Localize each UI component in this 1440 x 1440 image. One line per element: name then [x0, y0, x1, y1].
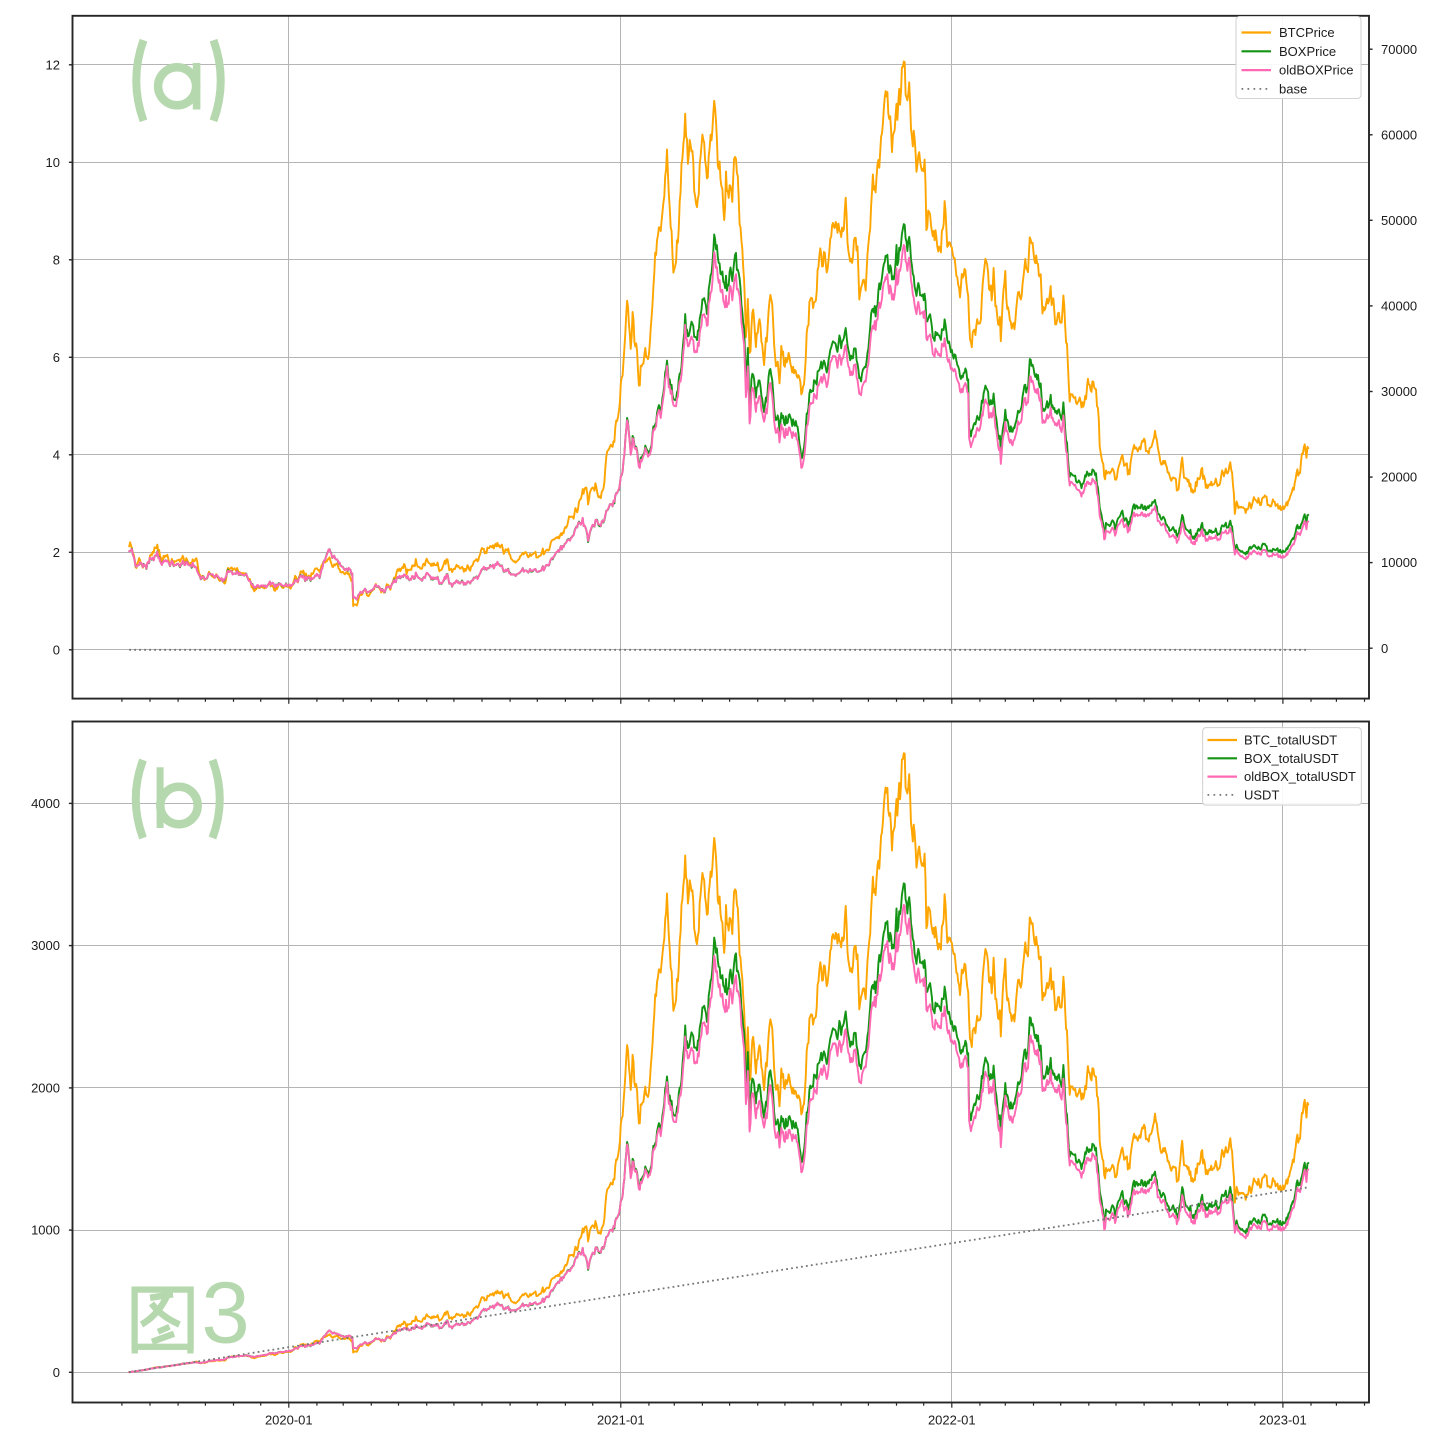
- svg-text:0: 0: [1381, 641, 1388, 656]
- svg-text:2000: 2000: [31, 1081, 60, 1096]
- svg-text:BTCPrice: BTCPrice: [1279, 25, 1335, 40]
- svg-text:4: 4: [53, 447, 60, 462]
- svg-text:50000: 50000: [1381, 213, 1417, 228]
- svg-text:oldBOXPrice: oldBOXPrice: [1279, 63, 1353, 78]
- svg-text:BTC_totalUSDT: BTC_totalUSDT: [1244, 733, 1337, 748]
- svg-text:60000: 60000: [1381, 127, 1417, 142]
- svg-text:USDT: USDT: [1244, 788, 1279, 803]
- svg-text:2021-01: 2021-01: [597, 1413, 645, 1428]
- svg-text:oldBOX_totalUSDT: oldBOX_totalUSDT: [1244, 769, 1356, 784]
- svg-text:30000: 30000: [1381, 384, 1417, 399]
- svg-text:0: 0: [53, 642, 60, 657]
- svg-text:20000: 20000: [1381, 470, 1417, 485]
- svg-text:3000: 3000: [31, 938, 60, 953]
- svg-text:12: 12: [46, 57, 60, 72]
- svg-text:6: 6: [53, 350, 60, 365]
- svg-text:8: 8: [53, 252, 60, 267]
- svg-text:10000: 10000: [1381, 555, 1417, 570]
- svg-text:10: 10: [46, 155, 60, 170]
- svg-text:70000: 70000: [1381, 42, 1417, 57]
- svg-text:0: 0: [53, 1365, 60, 1380]
- svg-text:BOX_totalUSDT: BOX_totalUSDT: [1244, 751, 1339, 766]
- svg-text:1000: 1000: [31, 1223, 60, 1238]
- svg-text:4000: 4000: [31, 796, 60, 811]
- svg-text:2023-01: 2023-01: [1259, 1413, 1307, 1428]
- svg-text:2: 2: [53, 545, 60, 560]
- svg-text:2020-01: 2020-01: [265, 1413, 313, 1428]
- svg-text:3: 3: [201, 1265, 249, 1362]
- svg-text:2022-01: 2022-01: [928, 1413, 976, 1428]
- svg-text:base: base: [1279, 82, 1307, 97]
- svg-text:40000: 40000: [1381, 299, 1417, 314]
- svg-text:BOXPrice: BOXPrice: [1279, 44, 1336, 59]
